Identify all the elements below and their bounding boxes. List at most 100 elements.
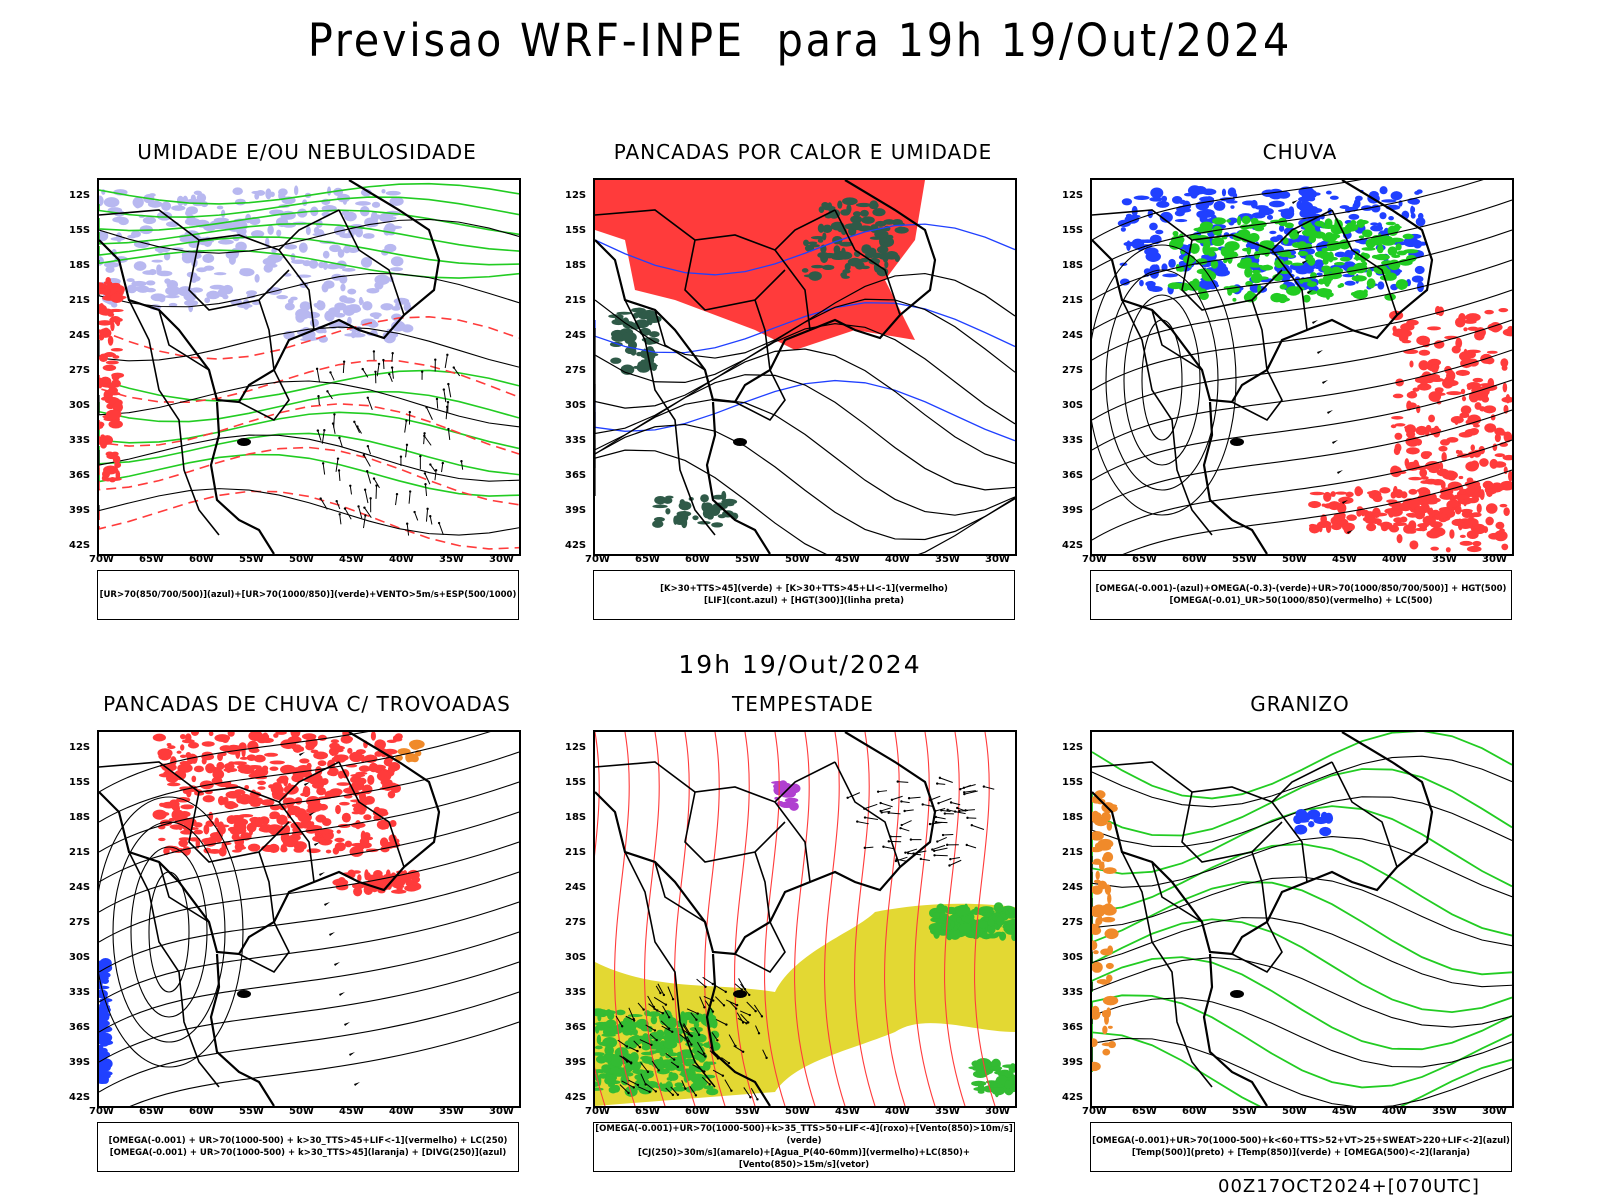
lat-tick-label: 33S [565, 435, 587, 446]
map-frame [1090, 178, 1514, 556]
humidity-lower-contour [99, 182, 519, 279]
panel-trovoadas: PANCADAS DE CHUVA C/ TROVOADAS 12S 15S 18S 2… [37, 692, 557, 1176]
lon-tick-label: 50W [1282, 1106, 1307, 1117]
lat-tick-label: 36S [565, 1022, 587, 1033]
coastline-south [1202, 953, 1268, 1106]
lat-tick-label: 36S [69, 1022, 91, 1033]
lat-tick-label: 36S [1062, 1022, 1084, 1033]
coastline [1092, 732, 1434, 956]
map-plot [99, 180, 519, 554]
lon-tick-label: 30W [985, 554, 1010, 565]
lon-tick-label: 35W [935, 1106, 960, 1117]
lat-tick-label: 42S [69, 540, 91, 551]
map-plot [99, 732, 519, 1106]
streamlines-250 [99, 732, 519, 1106]
country-border [188, 239, 290, 311]
lon-tick-label: 60W [189, 1106, 214, 1117]
map-frame [593, 730, 1017, 1108]
country-border [654, 309, 706, 371]
temp850-contour [1092, 732, 1512, 1106]
lon-tick-label: 60W [685, 554, 710, 565]
legend-box: [OMEGA(-0.001) + UR>70(1000-500) + k>30_… [97, 1122, 519, 1172]
country-border [1271, 249, 1308, 331]
lat-tick-label: 42S [69, 1092, 91, 1103]
country-border [684, 791, 786, 863]
map-plot [1092, 180, 1512, 554]
thunderstorm-red-fill [152, 732, 403, 857]
legend-line: [UR>70(850/700/500)](azul)+[UR>70(1000/8… [99, 590, 517, 600]
country-border [128, 299, 220, 536]
wind850-green-fill [595, 1007, 721, 1097]
severe-purple-speckle [771, 780, 801, 811]
lat-tick-label: 12S [69, 742, 91, 753]
country-border [99, 209, 340, 251]
lon-tick-label: 40W [1382, 554, 1407, 565]
coastline [595, 732, 937, 956]
legend-line: [Temp(500)](preto) + [Temp(850)](verde) … [1131, 1148, 1471, 1158]
lon-tick-label: 60W [1182, 554, 1207, 565]
lat-tick-label: 30S [69, 952, 91, 963]
lat-tick-label: 15S [1062, 777, 1084, 788]
lon-tick-label: 55W [239, 554, 264, 565]
panel-title: TEMPESTADE [732, 692, 874, 716]
lon-tick-label: 50W [289, 554, 314, 565]
country-border [238, 921, 290, 974]
panel-tempestade: TEMPESTADE 12S 15S 18S 21S 24S 27S 30S 33S 36S 39S… [533, 692, 1053, 1176]
lon-tick-label: 65W [139, 554, 164, 565]
country-border [734, 921, 786, 974]
lon-tick-label: 65W [139, 1106, 164, 1117]
lat-tick-label: 15S [1062, 225, 1084, 236]
legend-line: [K>30+TTS>45](verde) + [K>30+TTS>45+LI<-… [660, 584, 948, 594]
lon-tick-label: 35W [1432, 554, 1457, 565]
lagoon-mark [1230, 438, 1244, 446]
red-streamlines [595, 732, 996, 1106]
lon-tick-label: 70W [1082, 1106, 1107, 1117]
coastline [595, 180, 937, 404]
map-frame [97, 178, 521, 556]
country-border [1331, 209, 1398, 316]
lat-tick-label: 21S [1062, 295, 1084, 306]
lagoon-mark [733, 990, 747, 998]
country-border [1181, 239, 1283, 311]
legend-box: [OMEGA(-0.001)-(azul)+OMEGA(-0.3)-(verde… [1090, 570, 1512, 620]
panel-title: UMIDADE E/OU NEBULOSIDADE [137, 140, 477, 164]
lon-tick-label: 45W [339, 1106, 364, 1117]
lat-tick-label: 39S [565, 1057, 587, 1068]
humidity-upper-fill [283, 296, 414, 344]
rain-red-speckle [1308, 485, 1479, 535]
lagoon-mark [733, 438, 747, 446]
country-border [1121, 299, 1213, 536]
valid-time-label: 19h 19/Out/2024 [678, 650, 922, 679]
panel-title: PANCADAS POR CALOR E UMIDADE [613, 140, 993, 164]
unstable-green-fill [801, 197, 909, 281]
lon-tick-label: 40W [389, 554, 414, 565]
legend-line: [CJ(250)>30m/s](amarelo)+[Agua_P(40-60mm… [637, 1148, 971, 1170]
panel-umidade: UMIDADE E/OU NEBULOSIDADE 12S 15S 18S 21S 24S… [37, 140, 557, 624]
coastline-south [209, 401, 275, 554]
country-border [1151, 309, 1203, 371]
lat-tick-label: 30S [565, 952, 587, 963]
map-plot [595, 732, 1015, 1106]
lat-tick-label: 27S [69, 365, 91, 376]
wind-vectors [615, 976, 768, 1101]
coastline-south [705, 953, 771, 1106]
lon-tick-label: 30W [489, 554, 514, 565]
lat-tick-label: 36S [565, 470, 587, 481]
lon-tick-label: 45W [835, 554, 860, 565]
country-border [1151, 861, 1203, 923]
legend-line: [LIF](cont.azul) + [HGT(300)](linha pret… [703, 596, 905, 606]
legend-box: [K>30+TTS>45](verde) + [K>30+TTS>45+LI<-… [593, 570, 1015, 620]
lat-tick-label: 33S [69, 435, 91, 446]
lon-tick-label: 45W [835, 1106, 860, 1117]
lon-tick-label: 65W [635, 554, 660, 565]
lat-tick-label: 24S [69, 882, 91, 893]
lat-tick-label: 30S [1062, 400, 1084, 411]
lat-tick-label: 21S [1062, 847, 1084, 858]
lon-tick-label: 35W [439, 1106, 464, 1117]
lat-tick-label: 21S [565, 295, 587, 306]
humidity-lower-contour [99, 369, 519, 497]
panel-pancadas-calor: PANCADAS POR CALOR E UMIDADE 12S 15S 18S 21S… [533, 140, 1053, 624]
lat-tick-label: 12S [1062, 190, 1084, 201]
lat-tick-label: 39S [1062, 1057, 1084, 1068]
streamlines-500 [1092, 180, 1512, 554]
